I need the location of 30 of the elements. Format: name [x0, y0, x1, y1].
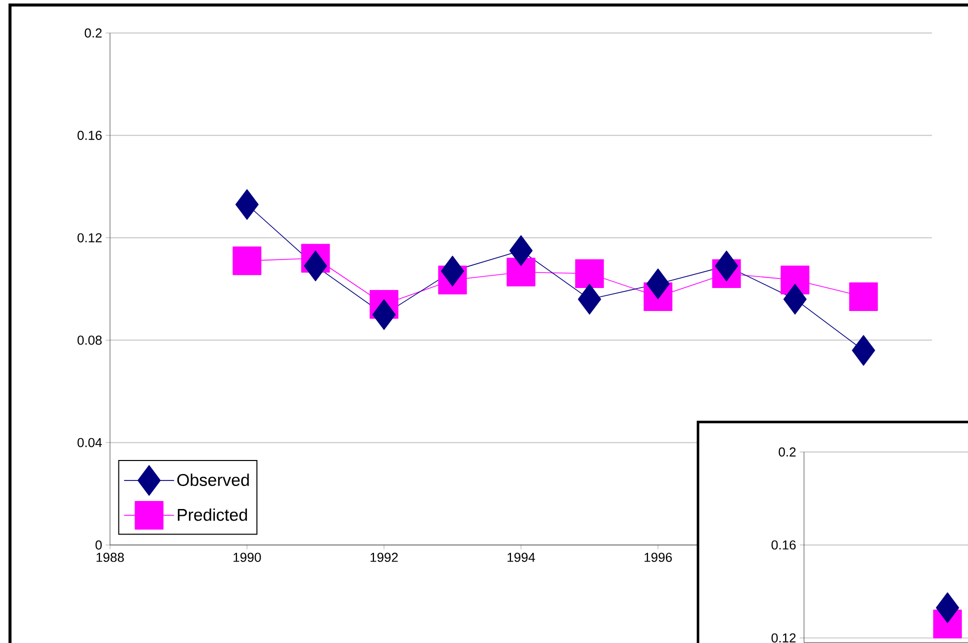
y-tick-label: 0.2	[84, 28, 102, 38]
x-tick-label: 1992	[370, 552, 398, 562]
legend-label: Predicted	[178, 508, 247, 521]
point	[575, 259, 604, 288]
point	[783, 284, 807, 315]
point	[852, 335, 876, 366]
y-tick-label: 0.12	[78, 233, 102, 242]
point	[506, 258, 536, 286]
point	[509, 235, 533, 266]
x-tick-label: 1990	[234, 552, 261, 562]
point	[440, 256, 464, 286]
point	[578, 284, 602, 315]
x-tick-label: 1988	[96, 552, 124, 562]
point	[646, 268, 670, 300]
point	[304, 250, 328, 282]
y-tick-label: 0.16	[772, 540, 796, 550]
y-tick-label: 0.04	[78, 438, 102, 448]
point	[235, 189, 259, 220]
point	[849, 282, 878, 312]
x-tick-label: 1994	[508, 552, 536, 562]
y-tick-label: 0.08	[78, 336, 102, 345]
point	[372, 299, 396, 330]
point	[232, 246, 262, 276]
y-tick-label: 0.16	[78, 130, 102, 140]
x-tick-label: 1996	[644, 552, 672, 562]
y-tick-label: 0.2	[778, 447, 796, 457]
point	[714, 250, 738, 282]
legend-label: Observed	[177, 474, 249, 486]
y-tick-label: 0.12	[772, 633, 796, 643]
y-tick-label: 0	[96, 540, 102, 550]
